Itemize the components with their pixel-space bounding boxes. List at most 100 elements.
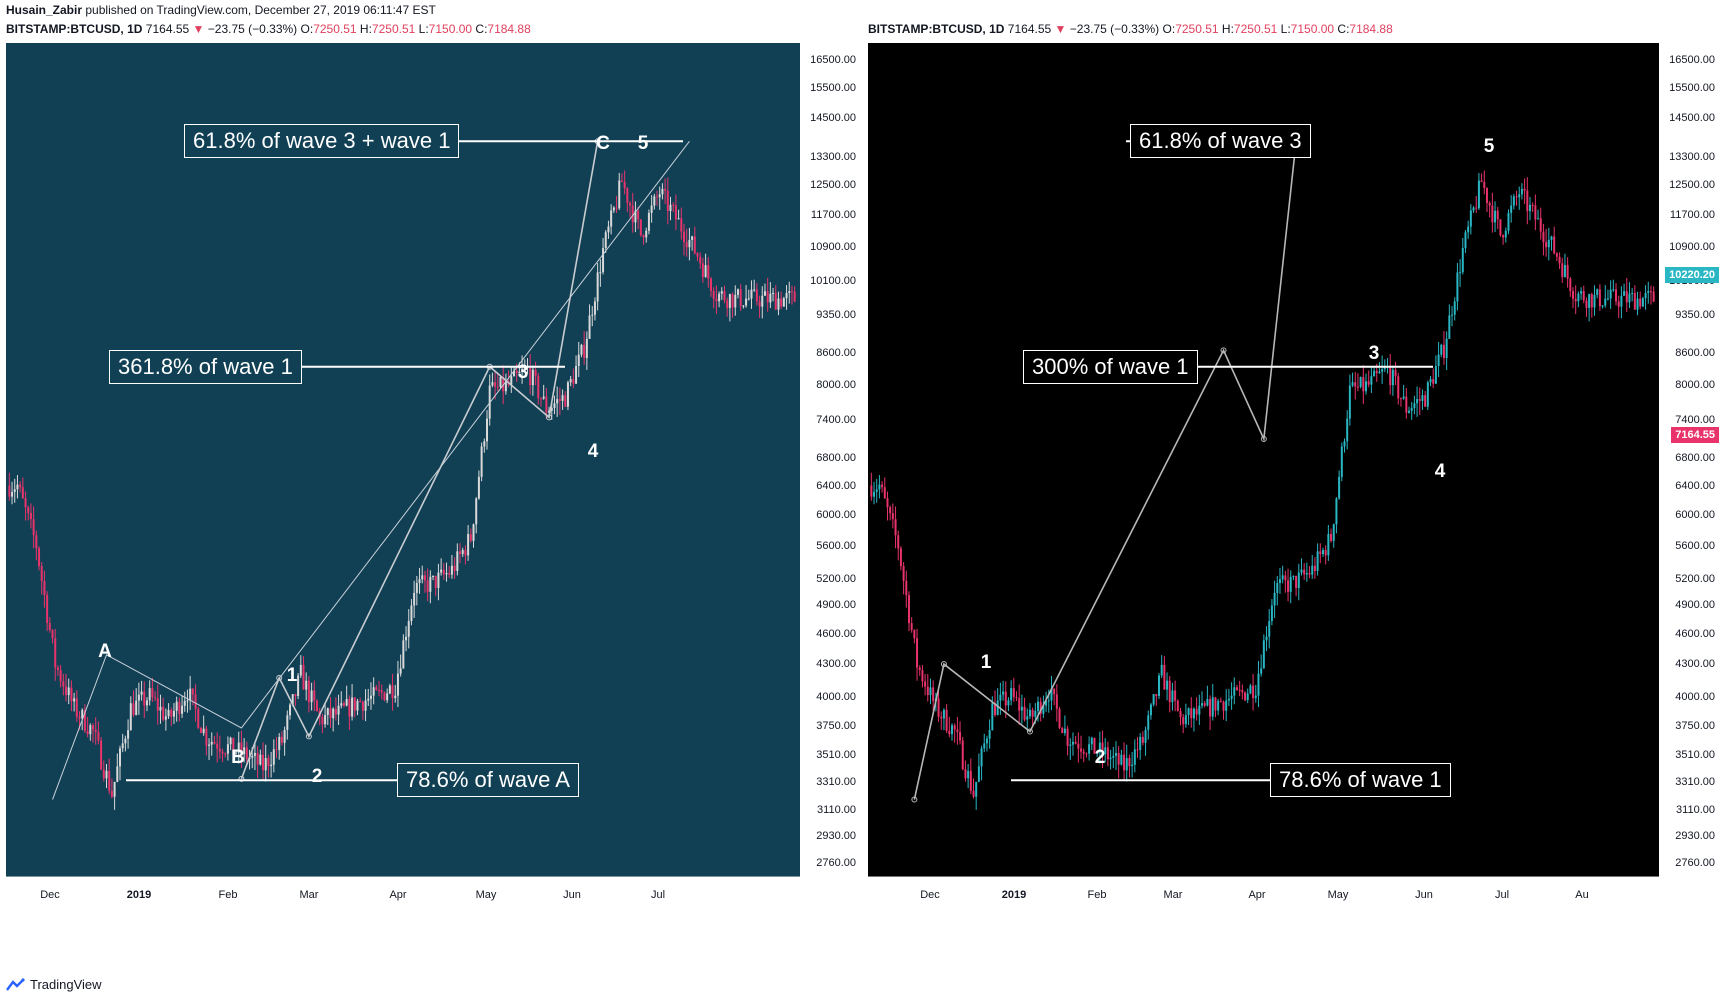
candle	[1249, 683, 1252, 695]
price-tag[interactable]: 10220.20	[1665, 267, 1719, 284]
candle	[1112, 747, 1115, 769]
wave-label-1[interactable]: 1	[286, 665, 298, 686]
price-tick-label: 4000.00	[816, 690, 856, 703]
candle	[148, 680, 151, 706]
candle	[1426, 380, 1429, 411]
candle	[1359, 376, 1362, 389]
wave-label-3[interactable]: 3	[1368, 343, 1380, 364]
wave-label-5[interactable]: 5	[637, 133, 649, 154]
wave-point[interactable]	[276, 674, 283, 681]
candle	[1469, 204, 1472, 235]
candle	[1163, 656, 1166, 690]
candle	[902, 561, 905, 595]
candle	[1550, 235, 1553, 251]
wave-label-5[interactable]: 5	[1483, 136, 1495, 157]
wave-point[interactable]	[546, 414, 553, 421]
wave-point[interactable]	[911, 796, 918, 803]
wave-label-2[interactable]: 2	[311, 766, 323, 787]
fib-level-label[interactable]: 61.8% of wave 3 + wave 1	[184, 124, 460, 159]
candle	[1448, 304, 1451, 339]
candle	[1604, 285, 1607, 308]
candle	[413, 580, 416, 618]
wave-label-3[interactable]: 3	[517, 362, 529, 383]
candle	[1222, 700, 1225, 720]
candle	[167, 703, 170, 720]
candle	[1028, 703, 1031, 720]
candle	[1074, 735, 1077, 745]
candle	[1340, 442, 1343, 482]
candle	[1362, 365, 1365, 405]
wave-label-b[interactable]: B	[231, 747, 245, 768]
wave-point[interactable]	[305, 733, 312, 740]
candle	[699, 252, 702, 269]
fib-level-label[interactable]: 78.6% of wave A	[397, 763, 579, 798]
candle	[240, 730, 243, 769]
tradingview-logo[interactable]: TradingView	[6, 977, 102, 992]
candle	[418, 567, 421, 594]
wave-label-2[interactable]: 2	[1094, 747, 1106, 768]
candle	[432, 575, 435, 581]
symbol-name[interactable]: BITSTAMP:BTCUSD, 1D	[6, 22, 143, 36]
wave-label-4[interactable]: 4	[1434, 461, 1446, 482]
wave-label-4[interactable]: 4	[587, 441, 599, 462]
chart-canvas-right[interactable]	[868, 43, 1721, 967]
time-axis[interactable]	[868, 877, 1659, 967]
open-label: O:	[300, 22, 314, 36]
wave-point[interactable]	[1260, 435, 1267, 442]
fib-level-label[interactable]: 300% of wave 1	[1023, 349, 1198, 384]
wave-point[interactable]	[940, 661, 947, 668]
candle	[67, 678, 70, 705]
wave-label-1[interactable]: 1	[980, 652, 992, 673]
impulse-wave-line[interactable]	[913, 141, 1297, 800]
wave-label-c[interactable]: C	[596, 133, 610, 154]
candle	[1510, 195, 1513, 223]
candle	[913, 629, 916, 644]
author-name[interactable]: Husain_Zabir	[6, 3, 83, 17]
candle	[40, 561, 43, 595]
chart-panel-left[interactable]: 16500.00 15500.00 14500.00 13300.00 12500.00…	[6, 43, 862, 967]
candle	[731, 292, 734, 318]
price-axis-right[interactable]: 16500.00 15500.00 14500.00 13300.00 12500.00…	[1659, 43, 1721, 967]
price-axis-left[interactable]: 16500.00 15500.00 14500.00 13300.00 12500.00…	[800, 43, 862, 967]
fib-level-label[interactable]: 61.8% of wave 3	[1130, 124, 1311, 159]
candle	[948, 716, 951, 738]
candle	[612, 206, 615, 213]
candle	[637, 206, 640, 229]
candle	[437, 563, 440, 601]
candle	[399, 654, 402, 677]
fib-level-label[interactable]: 361.8% of wave 1	[109, 349, 302, 384]
candle	[1356, 373, 1359, 391]
candle	[364, 689, 367, 722]
candle	[232, 737, 235, 754]
candle	[170, 707, 173, 727]
candle	[1402, 384, 1405, 400]
last-price: 7164.55	[1007, 22, 1052, 36]
wave-label-a[interactable]: A	[98, 641, 112, 662]
chart-canvas-left[interactable]	[6, 43, 862, 967]
wave-point[interactable]	[1026, 728, 1033, 735]
time-axis[interactable]	[6, 877, 800, 967]
candle	[332, 707, 335, 732]
candle	[691, 235, 694, 251]
candle	[967, 763, 970, 789]
price-tick-label: 10900.00	[1669, 240, 1715, 253]
candle	[723, 285, 726, 304]
wave-point[interactable]	[1220, 347, 1227, 354]
abc-wave-line[interactable]	[52, 140, 690, 800]
chart-panel-right[interactable]: 16500.00 15500.00 14500.00 13300.00 12500.00…	[868, 43, 1721, 967]
candle	[1235, 684, 1238, 691]
open-value: 7250.51	[1175, 22, 1219, 36]
candle	[321, 713, 324, 734]
impulse-wave-line[interactable]	[240, 141, 599, 780]
candle	[278, 733, 281, 760]
wave-point[interactable]	[238, 775, 245, 782]
time-tick-label: Jun	[563, 889, 581, 901]
candle	[229, 736, 232, 751]
candle	[1031, 707, 1034, 727]
candle	[450, 554, 453, 579]
fib-level-label[interactable]: 78.6% of wave 1	[1270, 763, 1451, 798]
symbol-name[interactable]: BITSTAMP:BTCUSD, 1D	[868, 22, 1005, 36]
price-tag[interactable]: 7164.55	[1671, 426, 1719, 443]
candle	[289, 702, 292, 720]
candle	[1201, 691, 1204, 709]
